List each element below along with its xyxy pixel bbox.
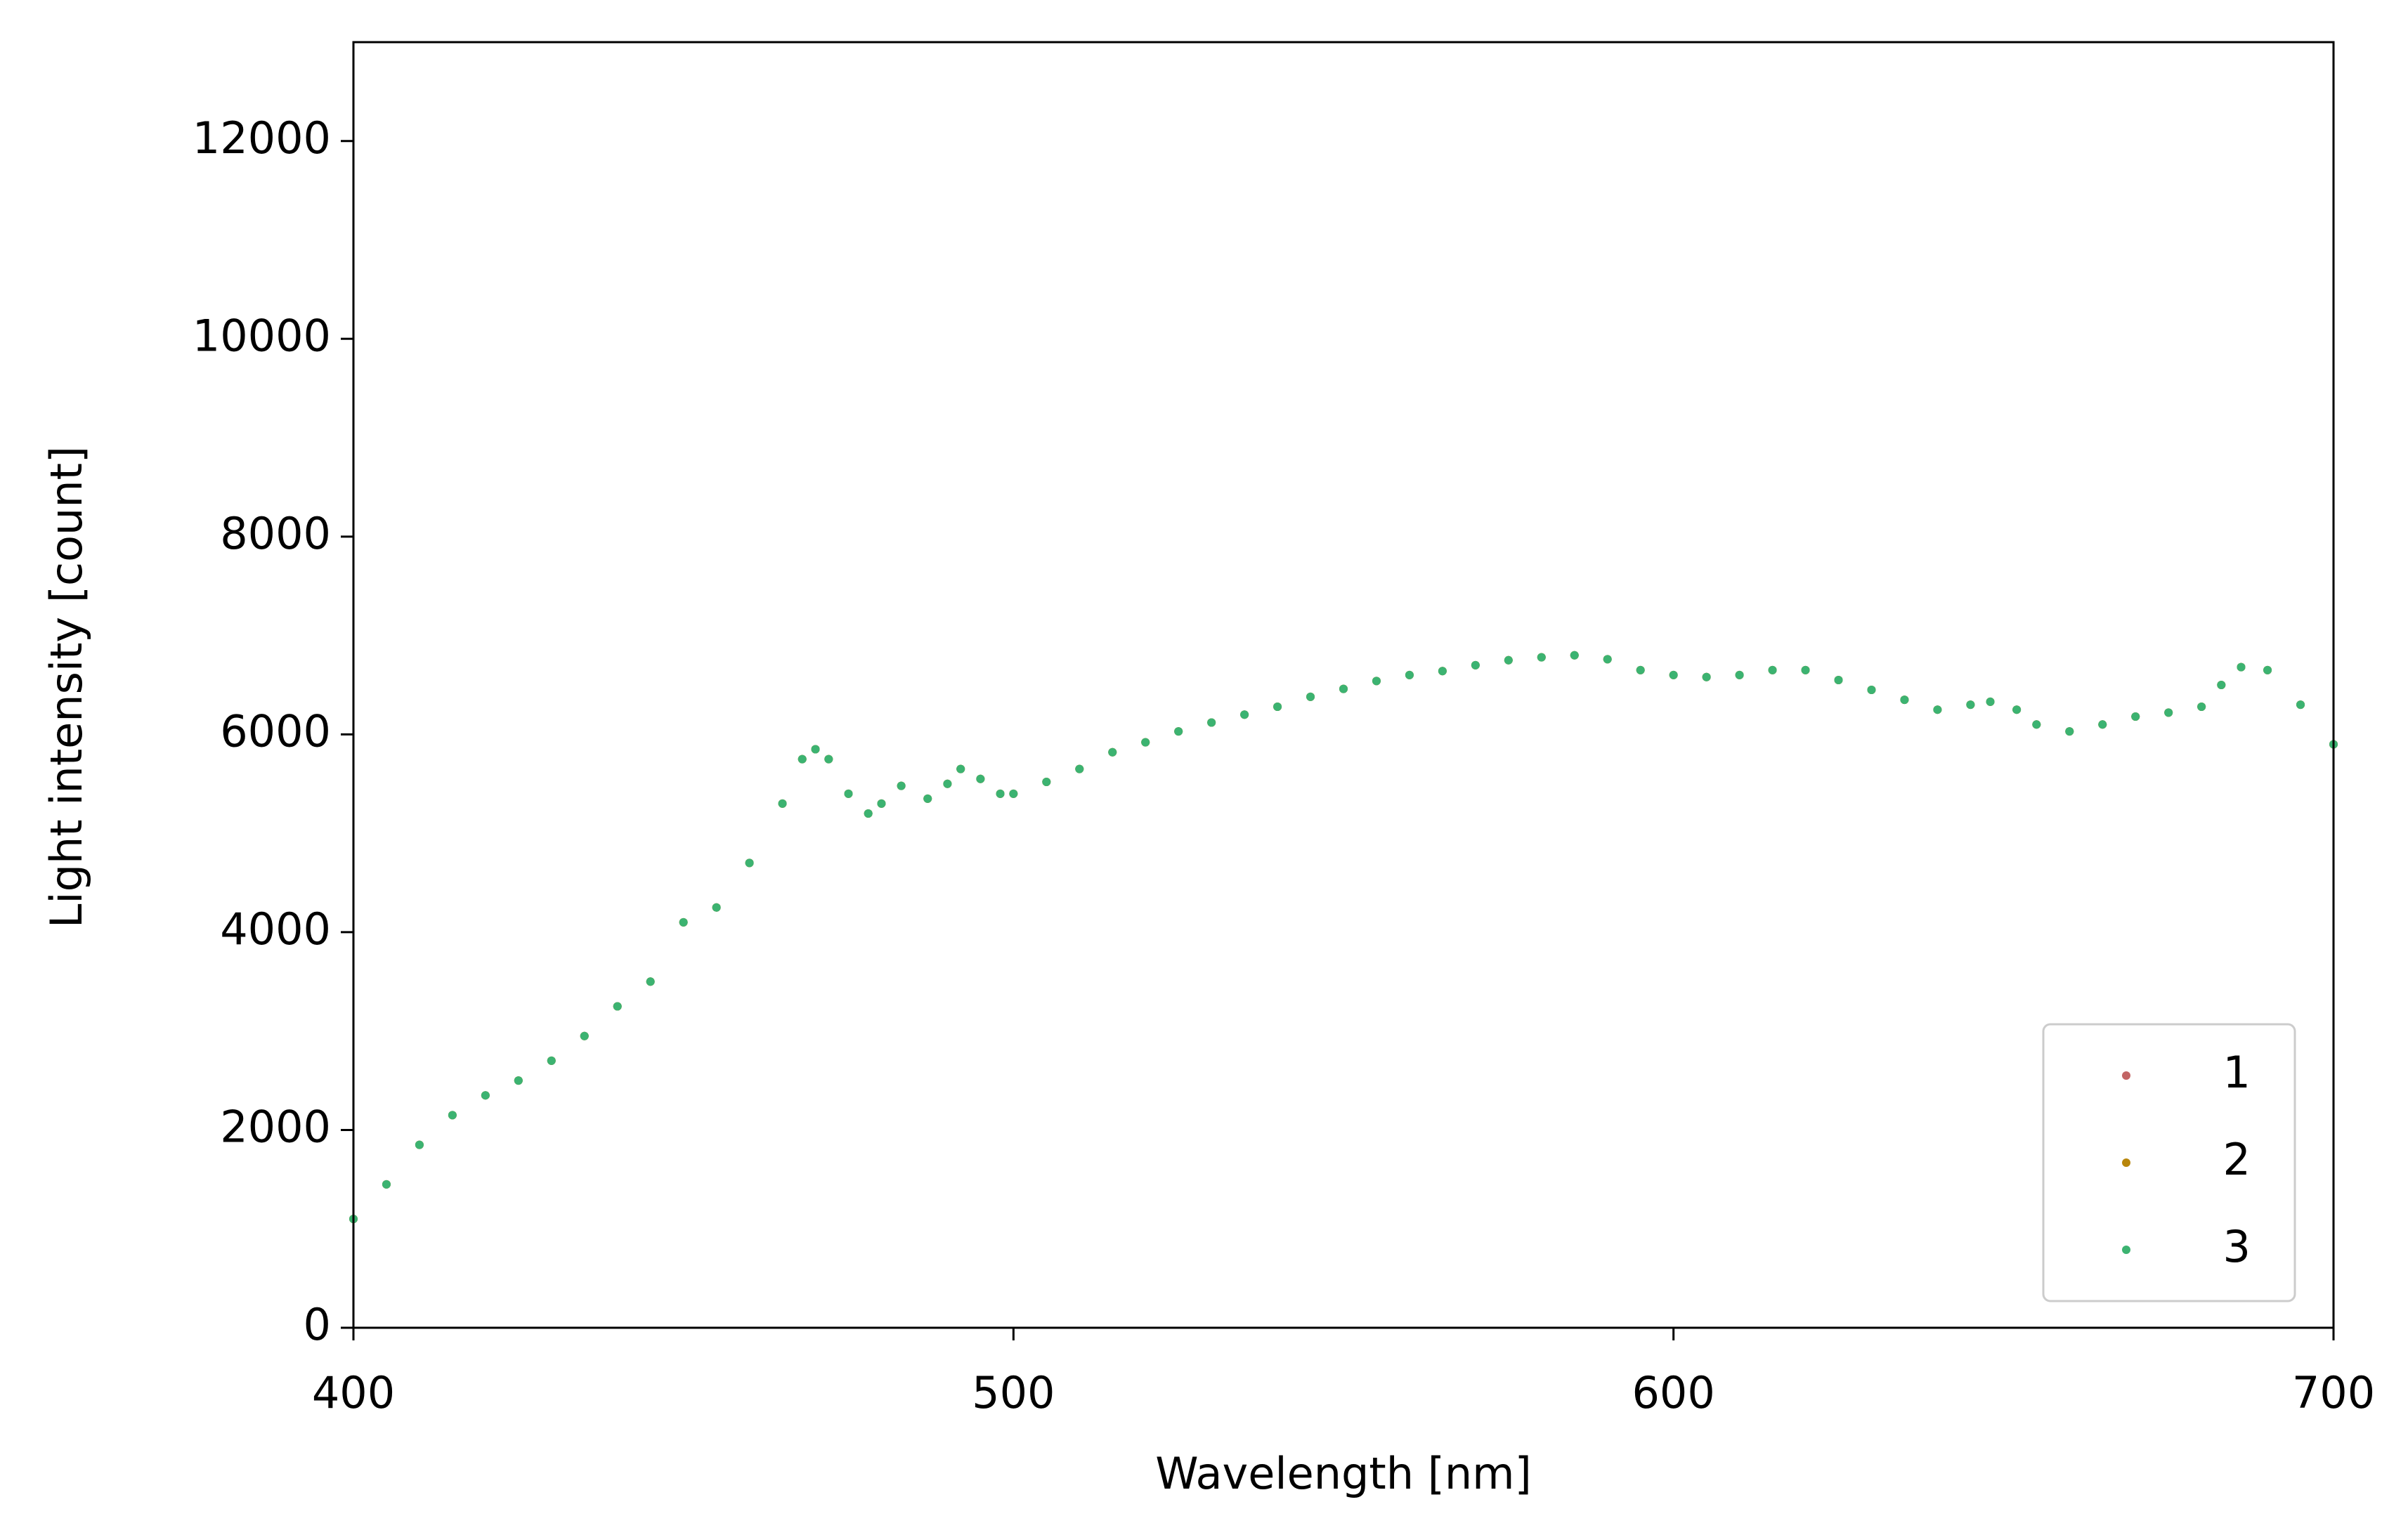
- point: [877, 799, 886, 808]
- point: [1075, 764, 1084, 773]
- point: [679, 917, 688, 927]
- point: [1570, 651, 1579, 660]
- point: [1702, 672, 1711, 681]
- series: [349, 651, 2338, 1224]
- y-tick-label: 12000: [193, 112, 331, 164]
- point: [2131, 712, 2140, 721]
- legend-marker: [2122, 1158, 2130, 1167]
- point: [1801, 665, 1810, 674]
- point: [996, 789, 1005, 798]
- point: [1405, 670, 1414, 679]
- point: [2098, 720, 2107, 729]
- point: [956, 764, 965, 773]
- point: [547, 1056, 556, 1065]
- point: [2164, 708, 2173, 717]
- y-tick-label: 2000: [220, 1102, 331, 1153]
- point: [1207, 718, 1216, 727]
- point: [1900, 695, 1909, 705]
- point: [2197, 702, 2206, 711]
- point: [2237, 662, 2246, 672]
- y-tick-label: 4000: [220, 903, 331, 955]
- point: [2217, 681, 2226, 689]
- point: [1471, 660, 1480, 669]
- point: [923, 794, 932, 803]
- series: [349, 651, 2338, 1224]
- point: [798, 755, 807, 764]
- legend-marker: [2122, 1071, 2130, 1080]
- x-tick-label: 500: [972, 1367, 1055, 1418]
- point: [514, 1076, 523, 1085]
- point: [1372, 677, 1381, 686]
- point: [976, 774, 985, 783]
- y-tick-label: 8000: [220, 508, 331, 559]
- point: [2263, 665, 2272, 674]
- x-axis-label: Wavelength [nm]: [1155, 1448, 1532, 1499]
- y-axis-label: Light intensity [count]: [41, 446, 92, 928]
- point: [844, 789, 853, 798]
- point: [1042, 777, 1051, 786]
- x-tick-label: 600: [1632, 1367, 1714, 1418]
- point: [1009, 789, 1018, 798]
- legend-label: 2: [2223, 1134, 2251, 1185]
- point: [1537, 653, 1546, 662]
- point: [1141, 738, 1150, 747]
- legend-label: 1: [2223, 1047, 2251, 1098]
- point: [415, 1140, 424, 1149]
- point: [811, 745, 820, 754]
- legend-marker: [2122, 1246, 2130, 1254]
- x-tick-label: 700: [2292, 1367, 2375, 1418]
- y-tick-label: 10000: [193, 310, 331, 361]
- point: [1986, 697, 1995, 706]
- point: [1735, 670, 1744, 679]
- point: [745, 858, 754, 868]
- point: [1339, 684, 1348, 693]
- point: [1108, 747, 1117, 757]
- point: [1273, 702, 1282, 711]
- point: [1603, 655, 1612, 664]
- point: [1933, 705, 1942, 714]
- point: [778, 799, 787, 808]
- point: [1834, 675, 1843, 684]
- point: [1240, 710, 1249, 719]
- point: [2032, 720, 2041, 729]
- point: [2065, 727, 2074, 736]
- point: [646, 977, 655, 986]
- point: [864, 809, 873, 818]
- point: [712, 903, 721, 912]
- legend-label: 3: [2223, 1221, 2251, 1272]
- point: [1768, 665, 1777, 674]
- x-tick-label: 400: [312, 1367, 395, 1418]
- point: [448, 1111, 457, 1120]
- point: [580, 1031, 589, 1040]
- legend-box: [2042, 1023, 2296, 1302]
- plot-frame: [352, 41, 2335, 1329]
- y-tick-label: 0: [304, 1299, 331, 1350]
- point: [1669, 670, 1678, 679]
- point: [1504, 655, 1513, 665]
- point: [1636, 665, 1645, 674]
- point: [824, 755, 833, 764]
- point: [613, 1002, 622, 1011]
- point: [897, 781, 906, 790]
- point: [1174, 727, 1183, 736]
- point: [2012, 705, 2022, 714]
- point: [1966, 700, 1975, 710]
- y-tick-label: 6000: [220, 705, 331, 757]
- point: [1306, 692, 1315, 701]
- point: [2296, 700, 2305, 710]
- point: [943, 779, 952, 788]
- point: [382, 1180, 391, 1189]
- series: [349, 651, 2338, 1224]
- point: [1438, 667, 1447, 676]
- point: [1867, 686, 1876, 695]
- point: [481, 1091, 490, 1100]
